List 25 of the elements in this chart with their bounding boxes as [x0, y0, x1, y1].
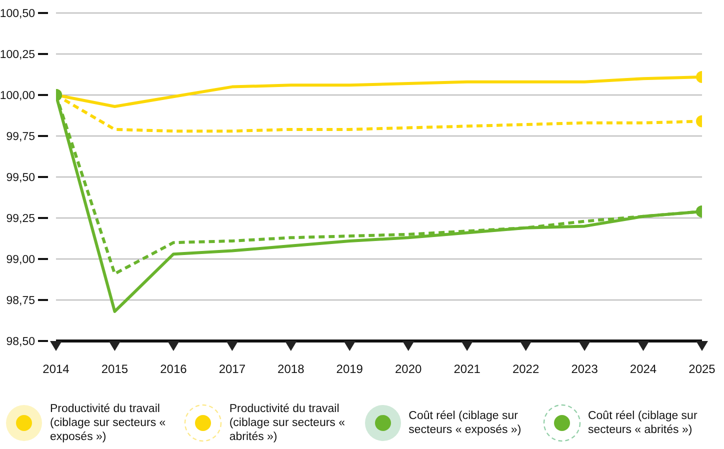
y-tick-label: 98,50 — [6, 336, 35, 348]
y-tick-label: 99,50 — [6, 172, 35, 184]
x-tick-label: 2025 — [688, 362, 716, 376]
y-tick-label: 99,75 — [6, 131, 35, 143]
x-tick-label: 2015 — [101, 362, 128, 376]
x-tick-label: 2020 — [395, 362, 422, 376]
y-tick-label: 100,25 — [0, 49, 35, 61]
y-tick-label: 99,25 — [6, 213, 35, 225]
x-tick-label: 2021 — [454, 362, 481, 376]
y-tick-label: 100,00 — [0, 90, 35, 102]
x-tick-label: 2022 — [512, 362, 540, 376]
x-tick-label: 2017 — [218, 362, 246, 376]
x-tick-label: 2019 — [336, 362, 364, 376]
x-tick-label: 2024 — [630, 362, 657, 376]
legend-label: Productivité du travail (ciblage sur secteurs « exposés ») — [50, 402, 167, 444]
x-tick-label: 2023 — [571, 362, 598, 376]
legend-label: Coût réel (ciblage sur secteurs « exposés ») — [408, 409, 522, 437]
legend-label: Productivité du travail (ciblage sur secteurs « abrités ») — [229, 402, 346, 444]
y-tick-label: 98,75 — [6, 295, 35, 307]
y-tick-label: 99,00 — [6, 254, 35, 266]
x-tick-label: 2016 — [160, 362, 188, 376]
x-tick-label: 2018 — [278, 362, 305, 376]
legend-label: Coût réel (ciblage sur secteurs « abrités ») — [588, 409, 698, 437]
x-tick-label: 2014 — [42, 362, 70, 376]
y-tick-label: 100,50 — [0, 8, 35, 20]
